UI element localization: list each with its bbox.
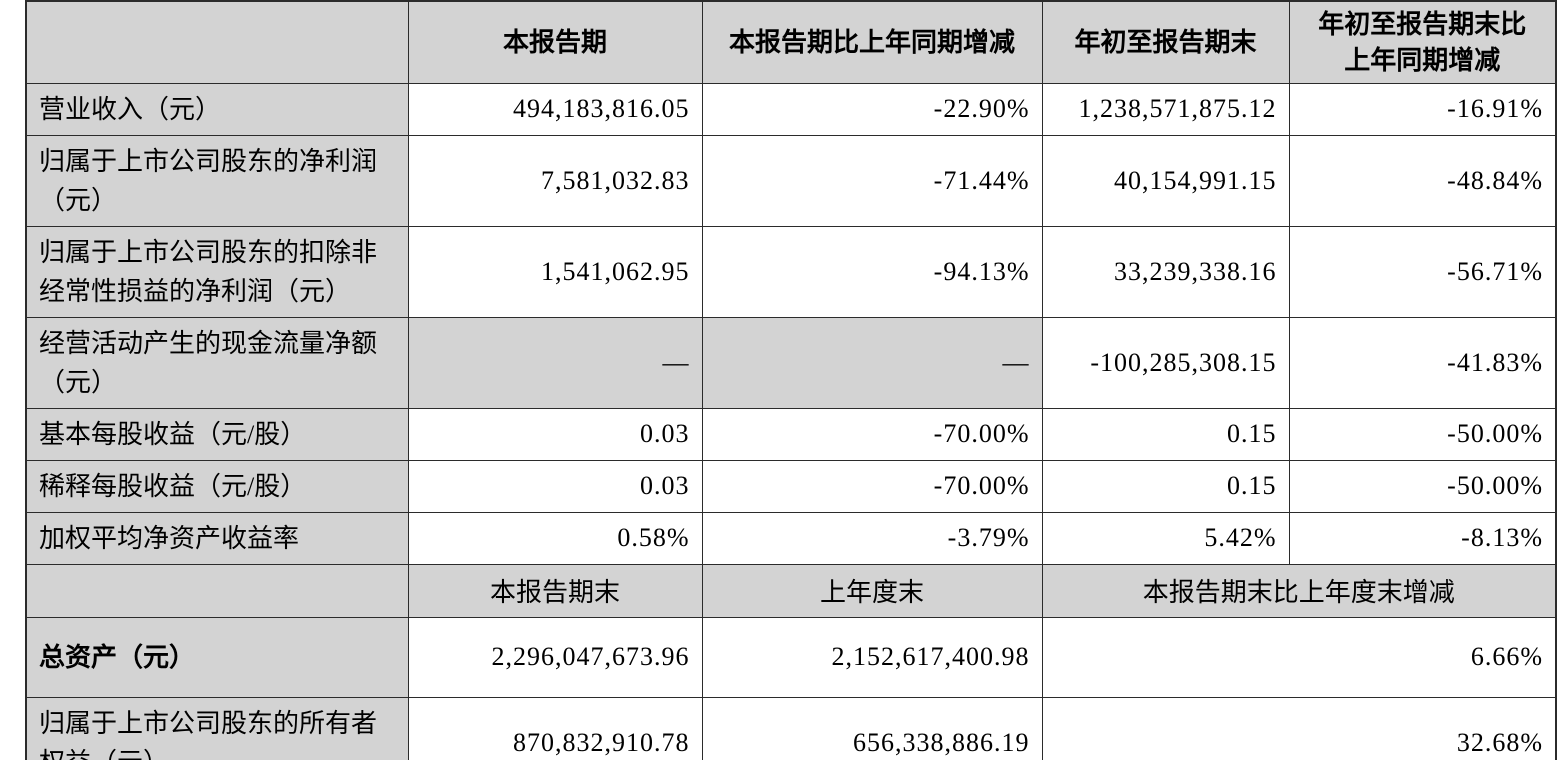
column-header-ytd: 年初至报告期末 [1041, 0, 1290, 84]
row-label: 稀释每股收益（元/股） [25, 459, 409, 513]
mid-header-prior-year-end: 上年度末 [701, 563, 1043, 618]
row-label: 归属于上市公司股东的净利润（元） [25, 134, 409, 227]
cell-ytd: 0.15 [1041, 459, 1290, 513]
cell-ytd-change: -16.91% [1288, 82, 1557, 136]
cell-yoy-change: -71.44% [701, 134, 1043, 227]
cell-ytd-change: -41.83% [1288, 316, 1557, 409]
cell-current-period: 1,541,062.95 [407, 225, 703, 318]
cell-current-period: 0.03 [407, 407, 703, 461]
cell-ytd: -100,285,308.15 [1041, 316, 1290, 409]
cell-prior-year-end: 2,152,617,400.98 [701, 616, 1043, 698]
cell-period-end: 870,832,910.78 [407, 696, 703, 760]
cell-ytd-change: -50.00% [1288, 407, 1557, 461]
cell-ytd-change: -50.00% [1288, 459, 1557, 513]
table-row-basic-eps: 基本每股收益（元/股） 0.03 -70.00% 0.15 -50.00% [25, 407, 1557, 461]
row-label: 加权平均净资产收益率 [25, 511, 409, 565]
row-label: 经营活动产生的现金流量净额（元） [25, 316, 409, 409]
cell-ytd-change: -8.13% [1288, 511, 1557, 565]
table-row-owners-equity: 归属于上市公司股东的所有者权益（元） 870,832,910.78 656,33… [25, 696, 1557, 760]
cell-prior-year-end: 656,338,886.19 [701, 696, 1043, 760]
cell-yoy-change: -94.13% [701, 225, 1043, 318]
mid-header-empty [25, 563, 409, 618]
cell-yoy-change: — [701, 316, 1043, 409]
cell-ytd-change: -48.84% [1288, 134, 1557, 227]
row-label: 营业收入（元） [25, 82, 409, 136]
column-header-empty [25, 0, 409, 84]
column-header-yoy-change: 本报告期比上年同期增减 [701, 0, 1043, 84]
column-header-ytd-change: 年初至报告期末比上年同期增减 [1288, 0, 1557, 84]
table-row-operating-cash-flow: 经营活动产生的现金流量净额（元） — — -100,285,308.15 -41… [25, 316, 1557, 409]
table-row-net-profit-excl-nonrecurring: 归属于上市公司股东的扣除非经常性损益的净利润（元） 1,541,062.95 -… [25, 225, 1557, 318]
cell-period-end: 2,296,047,673.96 [407, 616, 703, 698]
cell-current-period: 494,183,816.05 [407, 82, 703, 136]
cell-ytd: 40,154,991.15 [1041, 134, 1290, 227]
table-row-diluted-eps: 稀释每股收益（元/股） 0.03 -70.00% 0.15 -50.00% [25, 459, 1557, 513]
column-header-current-period: 本报告期 [407, 0, 703, 84]
row-label: 基本每股收益（元/股） [25, 407, 409, 461]
financial-summary-table: 本报告期 本报告期比上年同期增减 年初至报告期末 年初至报告期末比上年同期增减 … [25, 0, 1557, 760]
table-row-revenue: 营业收入（元） 494,183,816.05 -22.90% 1,238,571… [25, 82, 1557, 136]
cell-ytd: 33,239,338.16 [1041, 225, 1290, 318]
cell-current-period: 7,581,032.83 [407, 134, 703, 227]
cell-yoy-change: -22.90% [701, 82, 1043, 136]
cell-ytd: 1,238,571,875.12 [1041, 82, 1290, 136]
header-row: 本报告期 本报告期比上年同期增减 年初至报告期末 年初至报告期末比上年同期增减 [25, 0, 1557, 84]
mid-header-period-end: 本报告期末 [407, 563, 703, 618]
cell-ytd-change: -56.71% [1288, 225, 1557, 318]
cell-ytd: 0.15 [1041, 407, 1290, 461]
cell-yoy-change: -3.79% [701, 511, 1043, 565]
cell-change: 32.68% [1041, 696, 1557, 760]
cell-current-period: 0.58% [407, 511, 703, 565]
table-row-weighted-avg-roe: 加权平均净资产收益率 0.58% -3.79% 5.42% -8.13% [25, 511, 1557, 565]
cell-current-period: 0.03 [407, 459, 703, 513]
mid-header-row: 本报告期末 上年度末 本报告期末比上年度末增减 [25, 563, 1557, 618]
table-row-net-profit: 归属于上市公司股东的净利润（元） 7,581,032.83 -71.44% 40… [25, 134, 1557, 227]
table-row-total-assets: 总资产（元） 2,296,047,673.96 2,152,617,400.98… [25, 616, 1557, 698]
cell-ytd: 5.42% [1041, 511, 1290, 565]
cell-change: 6.66% [1041, 616, 1557, 698]
row-label: 归属于上市公司股东的所有者权益（元） [25, 696, 409, 760]
cell-yoy-change: -70.00% [701, 407, 1043, 461]
cell-current-period: — [407, 316, 703, 409]
row-label: 总资产（元） [25, 616, 409, 698]
mid-header-change-vs-prior-year-end: 本报告期末比上年度末增减 [1041, 563, 1557, 618]
cell-yoy-change: -70.00% [701, 459, 1043, 513]
row-label: 归属于上市公司股东的扣除非经常性损益的净利润（元） [25, 225, 409, 318]
